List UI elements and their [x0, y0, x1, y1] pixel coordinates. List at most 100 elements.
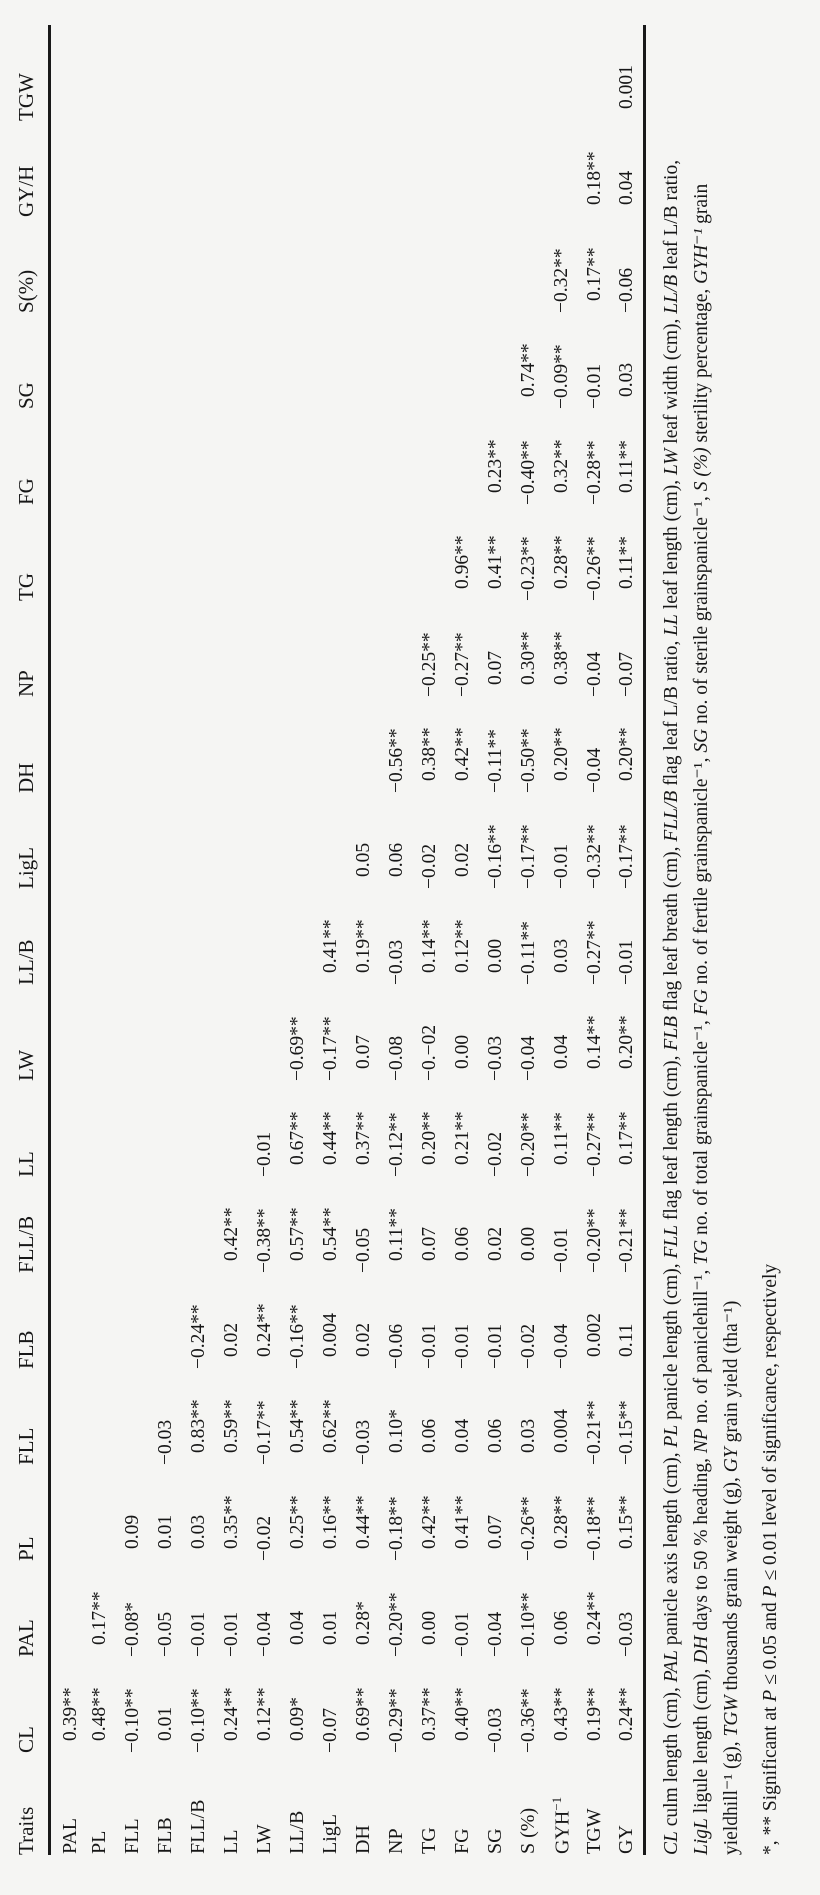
empty-cell — [83, 1081, 116, 1177]
value-cell: −0.20** — [583, 1208, 605, 1273]
value-cell: 0.83** — [187, 1399, 209, 1453]
value-cell: −0.50** — [517, 728, 539, 793]
value-cell: −0.04 — [583, 747, 605, 793]
empty-cell — [248, 217, 281, 313]
empty-cell — [479, 313, 512, 409]
value-cell: 0.04 — [611, 121, 644, 217]
value-cell: −0.15** — [611, 1369, 644, 1465]
empty-cell — [50, 409, 84, 505]
value-cell: 0.20** — [550, 727, 572, 781]
empty-cell — [215, 217, 248, 313]
empty-cell — [215, 313, 248, 409]
footnote-text: panicle length (cm), — [660, 1258, 682, 1425]
value-cell: 0.19** — [352, 919, 374, 973]
footnote-text: SG — [690, 728, 712, 753]
empty-cell — [50, 505, 84, 601]
footnotes: CL culm length (cm), PAL panicle axis le… — [657, 10, 786, 1855]
empty-cell — [215, 889, 248, 985]
empty-cell — [215, 601, 248, 697]
empty-cell — [314, 697, 347, 793]
footnote-text: no. of paniclehill⁻¹, — [690, 1264, 712, 1429]
value-cell: 0.01 — [154, 1706, 176, 1741]
column-header-cell: GY/H — [14, 121, 50, 217]
value-cell: −0.16** — [484, 824, 506, 889]
value-cell: 0.09* — [286, 1697, 308, 1741]
table-header: Traits CL PAL PL FLL FLB FLL/B LL LW LL/B LigL DH NP… — [14, 25, 50, 1855]
footnote-text: FG — [690, 989, 712, 1016]
empty-cell — [83, 217, 116, 313]
value-cell: 0.00 — [517, 1226, 539, 1261]
value-cell: 0.24** — [220, 1687, 242, 1741]
empty-cell — [512, 25, 545, 121]
empty-cell — [50, 889, 84, 985]
value-cell: 0.01 — [154, 1514, 176, 1549]
value-cell: −0.04 — [253, 1611, 275, 1657]
row-label: S (%) — [517, 1807, 539, 1854]
value-cell: −0.05 — [154, 1611, 176, 1657]
value-cell: −0.27** — [451, 632, 473, 697]
empty-cell — [347, 697, 380, 793]
empty-cell — [248, 985, 281, 1081]
value-cell: 0.42** — [451, 727, 473, 781]
empty-cell — [182, 505, 215, 601]
column-header-cell: LL/B — [14, 889, 50, 985]
value-cell: 0.07 — [352, 1034, 374, 1069]
abbreviation-note: CL culm length (cm), PAL panicle axis le… — [657, 10, 687, 1855]
empty-cell — [116, 985, 149, 1081]
value-cell: 0.37** — [352, 1111, 374, 1165]
value-cell: −0.01 — [611, 889, 644, 985]
table-row: SG −0.03 −0.04 0.07 0.06 −0.01 0.02 −0.02 −0.03 0… — [479, 25, 512, 1855]
empty-cell — [182, 313, 215, 409]
empty-cell — [149, 1081, 182, 1177]
empty-cell — [182, 409, 215, 505]
value-cell: −0.18** — [385, 1496, 407, 1561]
empty-cell — [347, 25, 380, 121]
value-cell: 0.35** — [220, 1495, 242, 1549]
row-label: LigL — [319, 1814, 341, 1854]
value-cell: 0.67** — [286, 1111, 308, 1165]
table-row: PAL 0.39** — [50, 25, 84, 1855]
value-cell: 0.54** — [319, 1207, 341, 1261]
value-cell: 0.06 — [550, 1610, 572, 1645]
row-label: NP — [385, 1828, 407, 1854]
value-cell: −0.01 — [550, 1227, 572, 1273]
value-cell: 0.03 — [550, 938, 572, 973]
value-cell: −0.24** — [187, 1304, 209, 1369]
value-cell: 0.07 — [418, 1226, 440, 1261]
footnote-text: no. of total grainspanicle⁻¹, — [690, 1015, 712, 1240]
empty-cell — [479, 217, 512, 313]
empty-cell — [182, 1177, 215, 1273]
value-cell: 0.62** — [319, 1399, 341, 1453]
empty-cell — [182, 601, 215, 697]
value-cell: 0.40** — [451, 1687, 473, 1741]
footnote-text: ≤ 0.05 and — [759, 1597, 781, 1690]
value-cell: 0.06 — [418, 1418, 440, 1453]
value-cell: −0.10** — [121, 1688, 143, 1753]
value-cell: −0.10** — [517, 1592, 539, 1657]
value-cell: 0.12** — [253, 1687, 275, 1741]
value-cell: 0.04 — [451, 1418, 473, 1453]
value-cell: −0.27** — [583, 1112, 605, 1177]
footnote-text: NP — [690, 1428, 712, 1454]
empty-cell — [182, 985, 215, 1081]
row-label: TG — [418, 1827, 440, 1854]
value-cell: 0.59** — [220, 1399, 242, 1453]
row-label: GY — [611, 1753, 644, 1855]
value-cell: 0.02 — [451, 842, 473, 877]
value-cell: −0.01 — [253, 1131, 275, 1177]
value-cell: 0.42** — [220, 1207, 242, 1261]
value-cell: 0.74** — [517, 343, 539, 397]
empty-cell — [347, 409, 380, 505]
empty-cell — [182, 25, 215, 121]
value-cell: −0.03 — [484, 1035, 506, 1081]
value-cell: 0.28** — [550, 1495, 572, 1549]
empty-cell — [149, 409, 182, 505]
empty-cell — [215, 409, 248, 505]
value-cell: −0.04 — [583, 651, 605, 697]
table-row: PL 0.48** 0.17** — [83, 25, 116, 1855]
value-cell: 0.96** — [451, 535, 473, 589]
footnote-text: TG — [690, 1239, 712, 1265]
empty-cell — [215, 505, 248, 601]
empty-cell — [446, 121, 479, 217]
